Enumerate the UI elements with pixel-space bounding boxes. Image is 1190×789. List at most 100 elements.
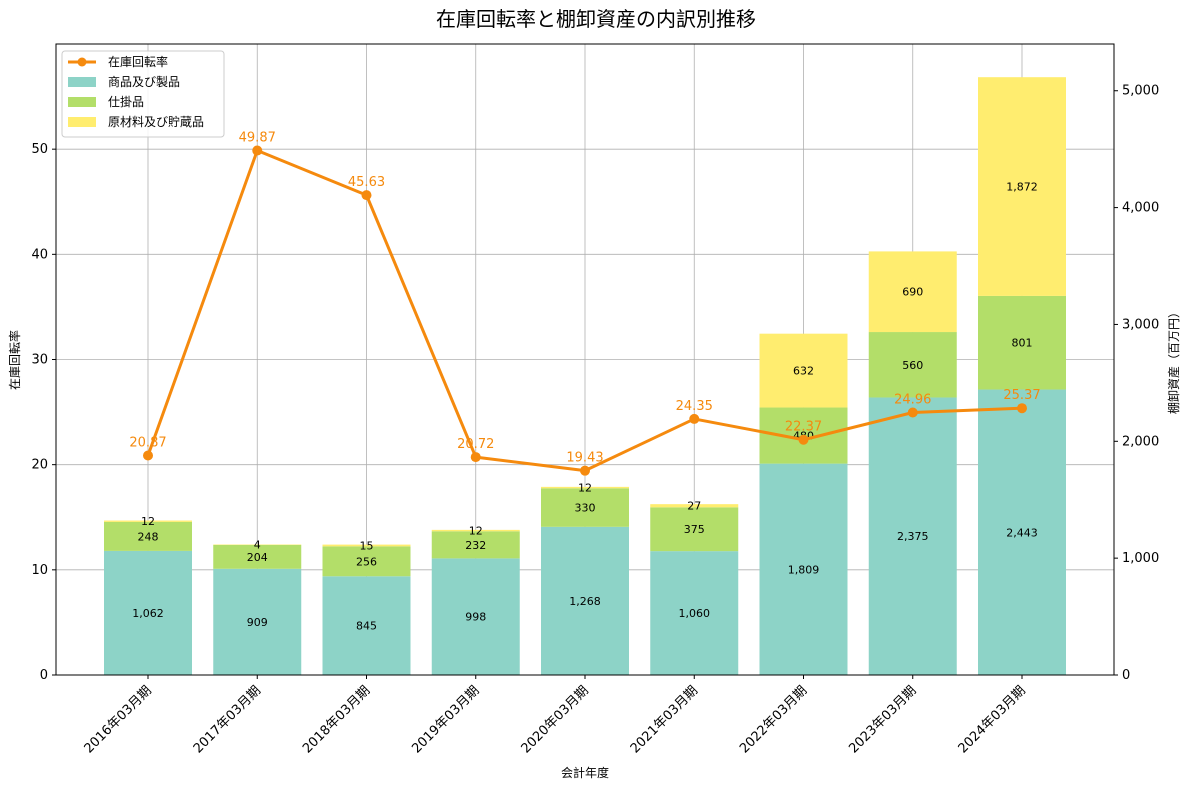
bar-value-label: 1,268 [569,595,601,608]
bar-value-label: 1,062 [132,607,164,620]
turnover-value-label: 45.63 [348,175,385,190]
bar-value-label: 1,060 [679,607,711,620]
y-tick-label-left: 30 [31,353,48,368]
turnover-value-label: 22.37 [785,420,822,435]
legend-label: 原材料及び貯蔵品 [108,115,204,129]
y-tick-label-right: 4,000 [1122,201,1159,216]
legend-label: 仕掛品 [108,94,144,109]
x-tick-label: 2019年03月期 [409,683,482,756]
bar-value-label: 1,872 [1006,181,1038,194]
turnover-value-label: 24.96 [894,393,931,408]
bar-value-label: 801 [1012,337,1033,350]
legend-swatch [68,77,96,87]
y-axis-title-left: 在庫回転率 [7,330,22,390]
x-tick-label: 2024年03月期 [956,683,1029,756]
bar-value-label: 12 [469,525,483,538]
bar-value-label: 560 [902,359,923,372]
x-tick-label: 2022年03月期 [737,683,810,756]
legend-swatch [68,117,96,127]
legend-label: 商品及び製品 [108,74,180,89]
bar-segment [650,507,739,552]
turnover-point [470,452,481,463]
bar-segment [322,576,411,675]
bar-value-label: 375 [684,523,705,536]
y-tick-label-right: 5,000 [1122,84,1159,99]
legend-box [61,50,225,138]
bar-segment [104,521,192,551]
bar-value-label: 232 [465,539,486,552]
bar-segment [213,568,302,675]
chart-title: 在庫回転率と棚卸資産の内訳別推移 [436,7,756,31]
bar-segment [759,463,848,675]
bar-segment [431,529,520,532]
x-tick-label: 2017年03月期 [191,683,264,756]
bar-value-label: 27 [687,500,701,513]
bar-segment [978,77,1066,296]
y-tick-label-left: 40 [31,247,48,262]
turnover-line: 20.87 49.87 45.63 20.72 19.43 24.35 22.37 24.96… [129,131,1041,476]
turnover-point [907,407,918,418]
bar-segment [868,251,957,333]
bar-segment [104,520,192,522]
bar-value-label: 690 [902,286,923,299]
y-tick-label-right: 2,000 [1122,434,1159,449]
bar-segment [650,504,739,508]
bar-value-label: 15 [360,539,374,552]
bar-segment [868,397,957,675]
y-tick-label-left: 20 [31,458,48,473]
x-tick-label: 2016年03月期 [82,683,155,756]
bar-value-label: 845 [356,620,377,633]
bar-segment [431,531,520,559]
bar-value-label: 330 [575,502,596,515]
y-tick-label-left: 0 [40,668,48,683]
x-tick-label: 2018年03月期 [300,683,373,756]
x-tick-label: 2023年03月期 [846,683,919,756]
bar-value-label: 632 [793,365,814,378]
bar-segment [104,550,192,675]
bar-value-label: 4 [254,539,261,552]
y-tick-label-right: 1,000 [1122,551,1159,566]
bar-value-label: 256 [356,555,377,568]
turnover-point [580,465,590,476]
bar-segment [541,486,629,489]
bar-value-label: 12 [141,515,155,528]
legend-swatch [68,97,96,107]
bar-segment [759,333,848,408]
bar-segment [978,389,1066,675]
y-tick-label-left: 50 [31,142,48,157]
bar-value-label: 12 [578,482,592,495]
y-tick-label-right: 3,000 [1122,317,1159,332]
turnover-point [361,190,372,201]
turnover-point [1017,403,1027,414]
turnover-value-label: 49.87 [239,131,276,146]
turnover-value-label: 20.72 [457,437,494,452]
bar-segment [322,546,411,577]
bar-value-label: 909 [247,616,268,629]
legend-label: 在庫回転率 [108,54,168,69]
y-tick-label-left: 10 [31,563,48,578]
bar-value-label: 248 [138,530,159,543]
y-axis-title-right: 棚卸資産（百万円） [1166,306,1181,414]
bar-value-label: 2,375 [897,530,929,543]
bar-labels: 1,062 909 845 998 1,268 1,060 1,809 2,375 2,443 2… [132,181,1038,633]
bar-value-label: 204 [247,551,268,564]
bar-segment [978,295,1066,390]
bar-segment [322,544,411,547]
turnover-point [798,434,809,445]
turnover-value-label: 20.87 [129,436,166,451]
turnover-point [143,450,153,461]
legend-marker [77,57,87,67]
turnover-point [252,145,263,156]
bar-segment [213,544,302,569]
bar-value-label: 2,443 [1006,526,1038,539]
x-axis-title: 会計年度 [561,765,609,780]
x-tick-label: 2020年03月期 [519,683,592,756]
bar-segment [541,526,629,675]
turnover-point [689,413,700,424]
turnover-value-label: 24.35 [676,399,713,414]
turnover-value-label: 25.37 [1003,388,1040,403]
bar-segment [541,488,629,527]
bar-value-label: 998 [465,611,486,624]
